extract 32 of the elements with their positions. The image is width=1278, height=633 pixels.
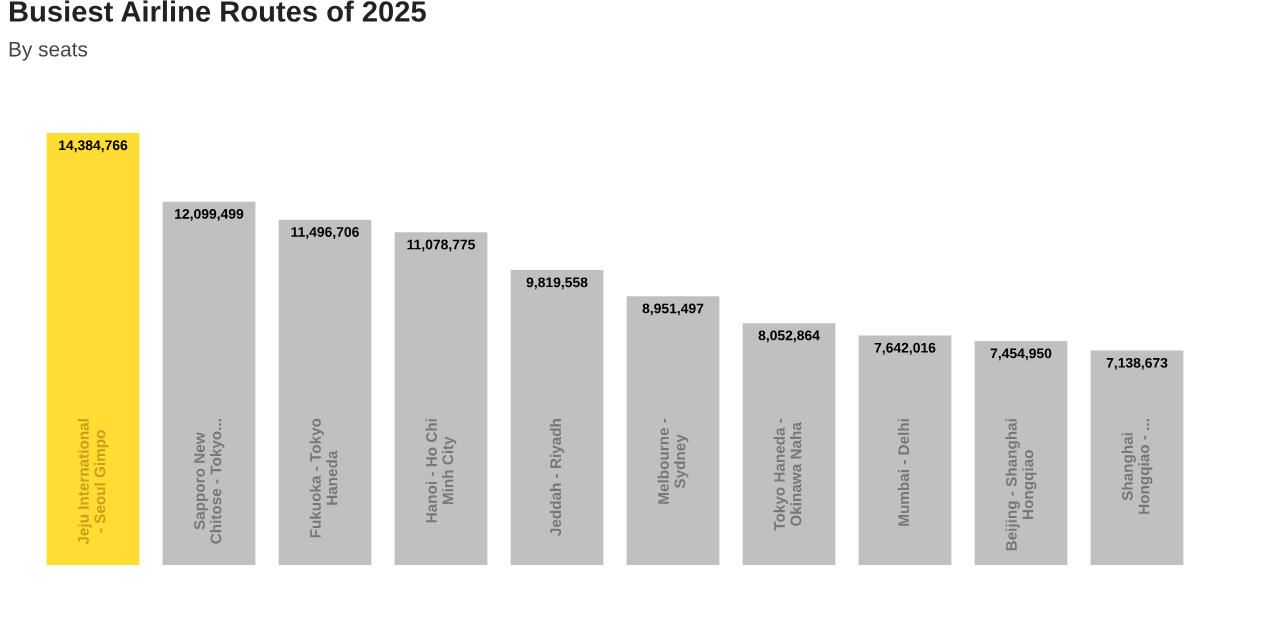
x-tick-label: Beijing - Shanghai Hongqiao — [1005, 419, 1037, 551]
x-tick-label: Mumbai - Delhi — [897, 419, 910, 526]
x-tick-label: Jeju International - Seoul Gimpo — [77, 419, 109, 545]
data-label: 7,642,016 — [874, 342, 936, 355]
bar — [626, 296, 720, 565]
data-label: 8,951,497 — [642, 303, 704, 316]
bar — [46, 133, 140, 565]
bar — [742, 323, 836, 565]
bar — [974, 341, 1068, 565]
x-tick-label: Sapporo New Chitose - Tokyo... — [194, 419, 225, 544]
chart-title: Busiest Airline Routes of 2025 — [9, 0, 426, 22]
x-tick-label: Fukuoka - Tokyo Haneda — [309, 418, 338, 538]
data-label: 12,099,499 — [175, 208, 244, 221]
bar — [278, 219, 372, 565]
data-label: 7,454,950 — [990, 348, 1052, 361]
x-tick-label: Jeddah - Riyadh — [549, 419, 565, 536]
x-tick-label: Tokyo Haneda - Okinawa Naha — [773, 418, 802, 531]
bar — [510, 270, 604, 565]
bar — [394, 232, 488, 565]
data-label: 14,384,766 — [59, 140, 128, 153]
data-label: 8,052,864 — [758, 330, 820, 343]
bar — [1090, 350, 1184, 565]
bar — [858, 335, 952, 565]
x-tick-label: Hanoi - Ho Chi Minh City — [425, 419, 457, 523]
data-label: 11,496,706 — [291, 227, 359, 239]
x-tick-label: Shanghai Hongqiao - ... — [1121, 419, 1153, 514]
data-label: 7,138,673 — [1106, 357, 1168, 370]
data-label: 11,078,775 — [407, 239, 475, 252]
data-label: 9,819,558 — [526, 277, 588, 290]
x-tick-label: Melbourne - Sydney — [657, 418, 689, 504]
chart-subtitle: By seats — [9, 42, 88, 61]
bar — [162, 201, 256, 565]
